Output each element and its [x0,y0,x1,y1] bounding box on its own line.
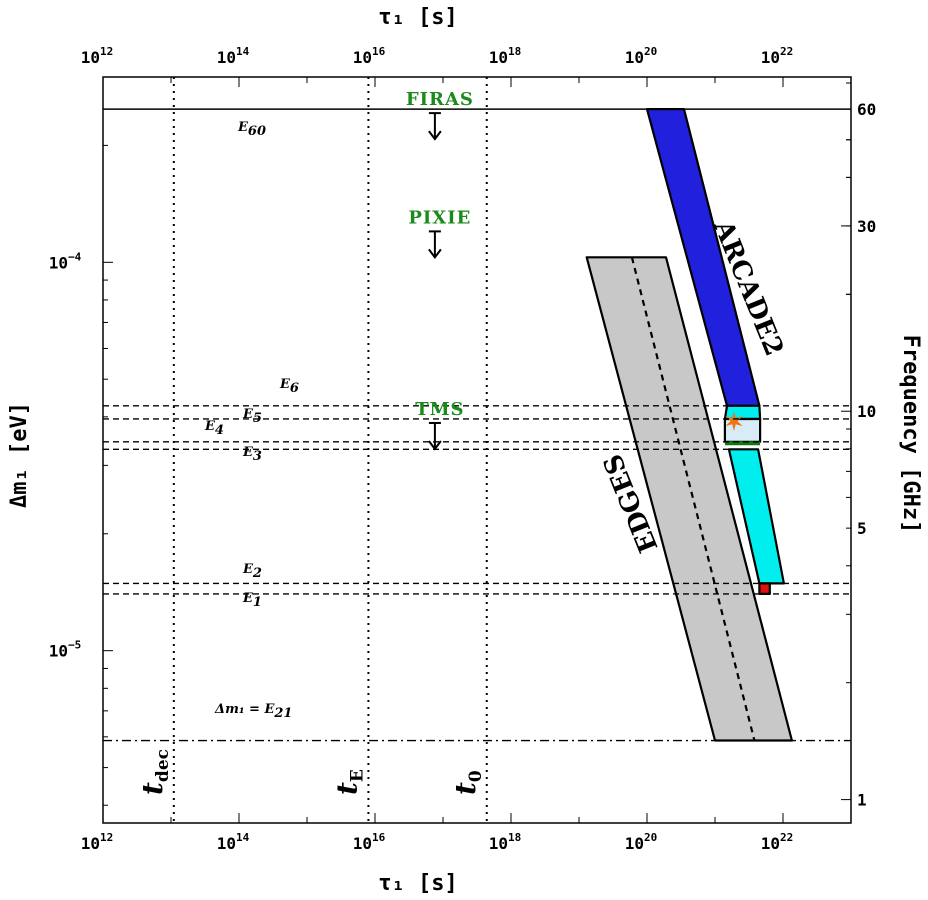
y2-tick-label: 10 [857,402,876,421]
y2-tick-label: 30 [857,217,876,236]
hline-label-2: E2 [242,562,262,581]
x-tick-label-top: 1014 [217,45,250,67]
vline-label-E: tE [330,769,367,795]
x-tick-label-bottom: 1020 [625,831,658,853]
x-axis-title-bottom: τ₁ [s] [378,871,457,896]
hline-label-4: E4 [204,419,224,438]
y-axis-title: Δm₁ [eV] [7,402,32,508]
hline-label-3: E3 [242,445,262,464]
limit-label-tms: TMS [415,399,464,420]
lines-layer [103,77,851,823]
plot-border [102,76,852,824]
y2-tick-label: 5 [857,519,867,538]
region-band-1 [723,404,762,421]
limit-arrow [428,440,442,451]
x-tick-label-bottom: 1014 [217,831,250,853]
y2-tick-label: 60 [857,100,876,119]
plot-frame [102,76,852,824]
star-marker [725,411,743,432]
limit-arrow [428,130,442,141]
limit-label-firas: FIRAS [406,89,474,110]
x-tick-label-top: 1018 [489,45,522,67]
y-tick-label: 10−4 [49,250,82,272]
limit-arrow [428,248,442,260]
x-axis-title-top: τ₁ [s] [378,5,457,30]
hline-label-21: Δm₁ = E21 [214,702,292,721]
x-tick-label-bottom: 1012 [81,831,114,853]
limit-label-pixie: PIXIE [408,207,471,228]
y2-axis-title: Frequency [GHz] [898,335,923,534]
hline-label-60: E60 [237,120,266,139]
hline-label-1: E1 [242,591,262,610]
ticks-layer [102,77,851,823]
x-tick-label-top: 1012 [81,45,114,67]
vline-label-0: t0 [449,770,486,795]
hline-label-6: E6 [279,377,299,396]
region-band-4 [758,582,771,596]
hline-label-5: E5 [242,407,262,426]
x-tick-label-top: 1016 [353,45,386,67]
y2-tick-label: 1 [857,791,867,810]
x-tick-label-bottom: 1022 [761,831,794,853]
x-tick-label-top: 1022 [761,45,794,67]
vline-label-dec: tdec [136,749,173,795]
x-tick-label-bottom: 1018 [489,831,522,853]
x-tick-label-top: 1020 [625,45,658,67]
regions-layer [585,107,794,742]
y-tick-label: 10−5 [49,639,82,661]
x-tick-label-bottom: 1016 [353,831,386,853]
